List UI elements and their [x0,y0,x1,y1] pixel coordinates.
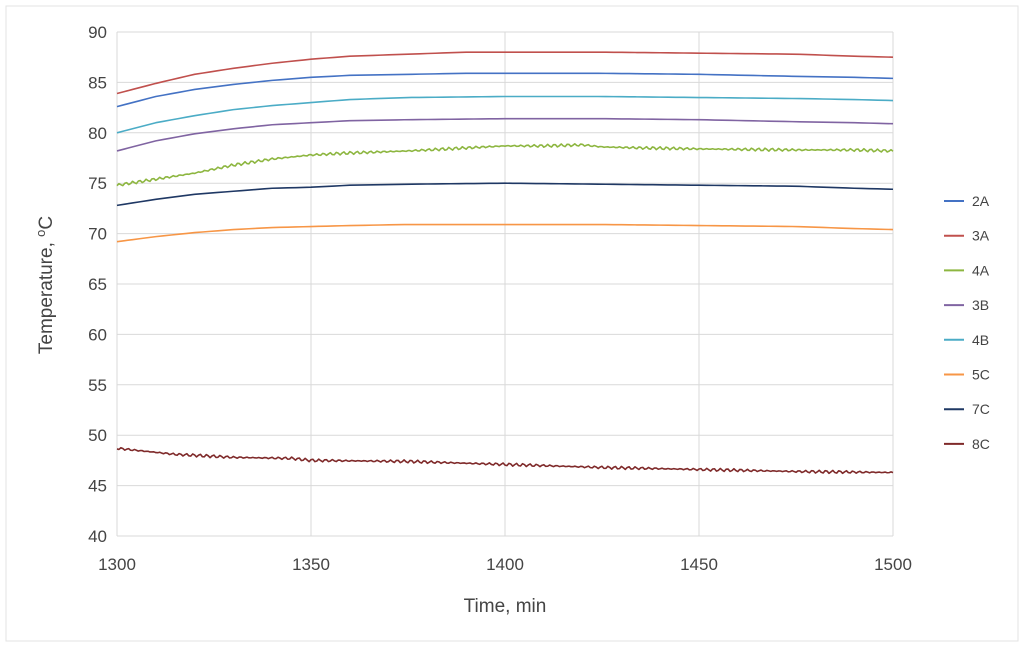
x-tick-label: 1450 [680,555,718,574]
grid-lines [116,31,894,537]
series-line-4b [116,95,894,134]
legend-label-5c: 5C [972,367,990,383]
y-tick-label: 65 [88,275,107,294]
series-line-4a [116,143,894,187]
y-axis-tick-labels: 40 45 50 55 60 65 70 75 80 85 90 [88,23,107,546]
y-tick-label: 45 [88,477,107,496]
y-tick-label: 55 [88,376,107,395]
x-tick-label: 1350 [292,555,330,574]
series-line-3b [116,117,894,152]
y-tick-label: 75 [88,174,107,193]
y-tick-label: 80 [88,124,107,143]
series-line-2a [116,72,894,108]
y-tick-label: 60 [88,325,107,344]
y-tick-label: 40 [88,527,107,546]
legend-label-3b: 3B [972,297,989,313]
x-axis-title: Time, min [464,596,547,617]
series-line-7c [116,182,894,207]
y-tick-label: 70 [88,225,107,244]
legend-label-2a: 2A [972,193,990,209]
legend-label-4a: 4A [972,262,990,278]
y-axis-title: Temperature, oC [33,216,57,354]
series-line-5c [116,223,894,243]
x-tick-label: 1500 [874,555,912,574]
y-tick-label: 90 [88,23,107,42]
x-axis-tick-labels: 1300 1350 1400 1450 1500 [98,555,912,574]
legend-label-7c: 7C [972,401,990,417]
legend-label-4b: 4B [972,332,989,348]
y-tick-label: 50 [88,426,107,445]
y-tick-label: 85 [88,73,107,92]
series-line-3a [116,51,894,95]
legend-label-3a: 3A [972,228,990,244]
x-tick-label: 1300 [98,555,136,574]
chart-border [5,5,1019,642]
series-line-8c [116,446,894,475]
legend: 2A 3A 4A 3B 4B 5C 7C 8C [944,193,990,452]
series-lines [116,51,894,475]
x-tick-label: 1400 [486,555,524,574]
legend-label-8c: 8C [972,436,990,452]
